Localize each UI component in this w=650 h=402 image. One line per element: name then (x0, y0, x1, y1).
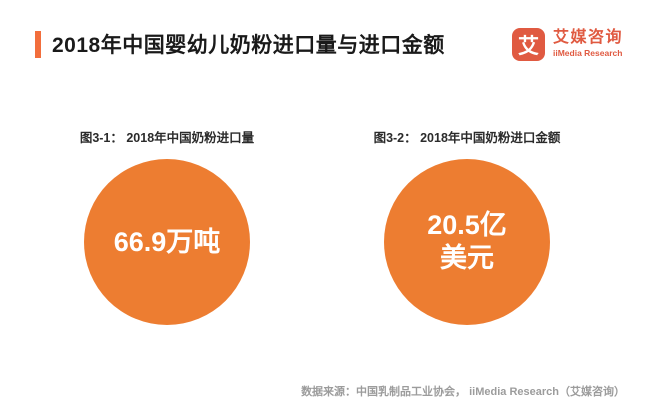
figure-value: 66.9万吨 (113, 226, 221, 257)
logo-name-en: iiMedia Research (552, 48, 623, 58)
iimedia-logo-icon: 艾 (511, 28, 545, 61)
figure-caption: 图3-2： 2018年中国奶粉进口金额 (373, 131, 561, 145)
figure-value-line2: 美元 (440, 243, 494, 273)
logo-name-cn: 艾媒咨询 (552, 29, 623, 46)
logo-text: 艾媒咨询 iiMedia Research (553, 28, 623, 59)
figure-import-volume: 图3-1： 2018年中国奶粉进口量 66.9万吨 (47, 127, 287, 325)
figure-circle: 20.5亿 美元 (384, 159, 550, 325)
page-title: 2018年中国婴幼儿奶粉进口量与进口金额 (52, 34, 445, 57)
page-title-row: 2018年中国婴幼儿奶粉进口量与进口金额 (35, 29, 445, 59)
title-accent-bar (35, 30, 41, 58)
data-source-note: 数据来源：中国乳制品工业协会， iiMedia Research（艾媒咨询） (301, 386, 625, 398)
figure-caption: 图3-1： 2018年中国奶粉进口量 (79, 131, 255, 145)
figure-value: 20.5亿 (427, 210, 507, 241)
figure-circle: 66.9万吨 (84, 159, 250, 325)
figure-import-amount: 图3-2： 2018年中国奶粉进口金额 20.5亿 美元 (347, 127, 587, 325)
iimedia-logo: 艾 艾媒咨询 iiMedia Research (511, 28, 623, 61)
logo-icon-glyph: 艾 (517, 34, 539, 58)
